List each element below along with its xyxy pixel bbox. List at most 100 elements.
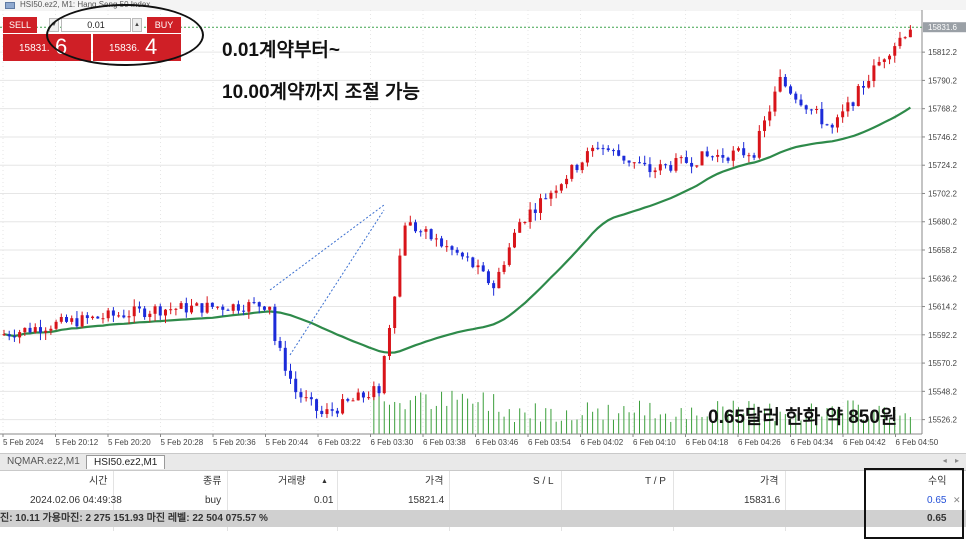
annotation-lot-min: 0.01계약부터~: [222, 40, 340, 61]
account-summary-row: 진: 10.11 가용마진: 2 275 151.93 마진 레벨: 22 50…: [0, 510, 966, 527]
annotation-lot-max: 10.00계약까지 조절 가능: [222, 82, 420, 103]
candle-body: [205, 302, 209, 313]
col-type[interactable]: 종류: [203, 476, 222, 487]
row-time: 2024.02.06 04:49:38: [30, 495, 122, 506]
candle-body: [559, 184, 563, 191]
candle-body: [585, 151, 589, 163]
chart-grid: [0, 10, 922, 434]
candle-body: [882, 59, 886, 62]
candle-body: [481, 265, 485, 272]
time-label: 5 Feb 20:12: [56, 438, 99, 447]
lot-highlight-circle: [46, 4, 204, 66]
sort-asc-icon: ▲: [321, 478, 328, 485]
candle-body: [544, 198, 548, 200]
candle-body: [414, 222, 418, 232]
candle-body: [294, 378, 298, 393]
time-label: 6 Feb 03:46: [476, 438, 519, 447]
annotation-profit: 0.65달러 한화 약 850원: [708, 407, 898, 428]
time-label: 6 Feb 04:18: [686, 438, 729, 447]
moving-average-line: [3, 106, 911, 354]
col-open-price[interactable]: 가격: [425, 476, 444, 487]
time-label: 5 Feb 20:44: [266, 438, 309, 447]
candle-body: [580, 162, 584, 171]
tab-hsi50[interactable]: HSI50.ez2,M1: [86, 455, 166, 469]
tab-nqmar[interactable]: NQMAR.ez2,M1: [7, 456, 80, 467]
col-profit[interactable]: 수익: [928, 476, 947, 487]
candle-body: [80, 315, 84, 327]
candle-body: [59, 317, 63, 322]
candle-body: [288, 370, 292, 379]
price-label: 15614.2: [928, 303, 957, 312]
candle-body: [591, 147, 595, 152]
candle-body: [184, 303, 188, 313]
candle-body: [325, 409, 329, 415]
candle-body: [283, 347, 287, 371]
time-axis: 5 Feb 2024 5 Feb 20:12 5 Feb 20:20 5 Feb 20…: [0, 433, 939, 447]
candle-body: [565, 178, 569, 185]
candle-body: [856, 86, 860, 107]
col-current-price[interactable]: 가격: [760, 476, 779, 487]
candle-body: [742, 148, 746, 156]
candle-body: [440, 238, 444, 247]
time-label: 6 Feb 04:34: [791, 438, 834, 447]
candle-body: [387, 327, 391, 357]
time-label: 6 Feb 04:10: [633, 438, 676, 447]
trend-lines: [269, 204, 385, 356]
tabs-scroll-arrows-icon[interactable]: ◂ ▸: [942, 456, 962, 465]
candle-body: [28, 327, 32, 333]
candle-body: [815, 109, 819, 111]
time-label: 6 Feb 04:42: [843, 438, 886, 447]
candle-body: [65, 317, 69, 322]
time-label: 6 Feb 04:26: [738, 438, 781, 447]
candle-body: [190, 305, 194, 313]
trend-line: [269, 204, 385, 291]
candle-body: [549, 192, 553, 199]
candle-body: [85, 315, 89, 319]
candle-body: [315, 399, 319, 411]
candle-body: [606, 148, 610, 151]
chart-window-icon: [5, 2, 15, 9]
sell-button[interactable]: SELL: [3, 17, 37, 33]
candle-body: [861, 86, 865, 88]
row-current-price: 15831.6: [744, 495, 781, 506]
candle-body: [273, 306, 277, 341]
price-chart[interactable]: 15812.2 15790.2 15768.2 15746.2 15724.2 15702…: [0, 10, 966, 453]
time-label: 5 Feb 20:36: [213, 438, 256, 447]
time-label: 6 Feb 03:38: [423, 438, 466, 447]
candle-body: [695, 165, 699, 167]
trade-table-header: 시간 종류 거래량 ▲ 가격 S / L T / P 가격 수익: [0, 475, 966, 488]
candle-body: [497, 271, 501, 289]
candle-body: [299, 392, 303, 398]
candle-body: [49, 328, 53, 331]
candle-body: [23, 327, 27, 333]
candle-body: [429, 229, 433, 240]
candle-body: [669, 165, 673, 171]
col-volume[interactable]: 거래량: [278, 476, 306, 487]
candle-body: [466, 256, 470, 258]
candle-body: [44, 330, 48, 333]
col-take-profit[interactable]: T / P: [645, 476, 666, 487]
candle-body: [242, 310, 246, 312]
candle-body: [768, 111, 772, 121]
close-position-icon[interactable]: ✕: [953, 495, 961, 505]
price-label: 15548.2: [928, 387, 957, 396]
col-time[interactable]: 시간: [89, 476, 108, 487]
table-row[interactable]: 2024.02.06 04:49:38 buy 0.01 15821.4 158…: [0, 494, 966, 507]
trade-terminal: 시간 종류 거래량 ▲ 가격 S / L T / P 가격 수익 2024.02…: [0, 470, 966, 542]
candle-body: [304, 397, 308, 399]
candle-body: [236, 304, 240, 311]
candle-body: [789, 86, 793, 94]
candle-body: [684, 157, 688, 163]
candle-body: [111, 310, 115, 316]
candle-body: [445, 246, 449, 248]
candle-body: [398, 255, 402, 297]
candle-body: [393, 296, 397, 328]
candle-body: [341, 399, 345, 414]
candle-body: [851, 102, 855, 107]
col-stop-loss[interactable]: S / L: [533, 476, 554, 487]
time-label: 5 Feb 20:28: [161, 438, 204, 447]
candle-body: [554, 190, 558, 193]
account-summary: 진: 10.11 가용마진: 2 275 151.93 마진 레벨: 22 50…: [0, 513, 268, 524]
candles: [2, 25, 912, 419]
candle-body: [106, 310, 110, 319]
